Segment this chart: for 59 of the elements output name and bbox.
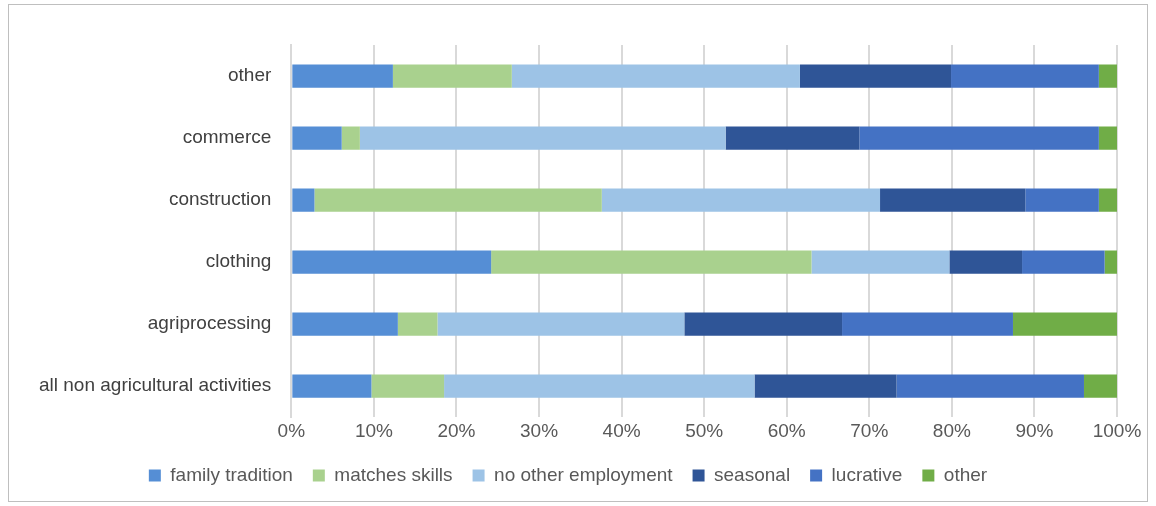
bar xyxy=(880,188,1026,212)
bar xyxy=(397,312,438,336)
bar xyxy=(799,64,952,88)
bar xyxy=(292,312,398,336)
y-tick-label: agriprocessing xyxy=(147,312,272,334)
bar xyxy=(444,374,755,398)
x-tick-label: 0% xyxy=(277,419,306,441)
x-tick-label: 40% xyxy=(602,419,641,441)
bar xyxy=(1098,126,1117,150)
bar xyxy=(314,188,602,212)
bar xyxy=(292,64,393,88)
bar xyxy=(601,188,881,212)
x-tick-label: 80% xyxy=(932,419,971,441)
bar xyxy=(292,250,492,274)
bar xyxy=(341,126,360,150)
bar xyxy=(437,312,685,336)
bar xyxy=(392,64,512,88)
x-tick-label: 20% xyxy=(437,419,476,441)
bar xyxy=(859,126,1099,150)
bar xyxy=(754,374,897,398)
legend-label: other xyxy=(943,463,988,485)
bar xyxy=(1104,250,1117,274)
legend-label: family tradition xyxy=(170,463,293,485)
bar xyxy=(491,250,812,274)
y-tick-label: clothing xyxy=(205,250,272,272)
bar xyxy=(949,250,1023,274)
bar xyxy=(951,64,1099,88)
bar xyxy=(1098,64,1117,88)
x-tick-label: 10% xyxy=(354,419,394,441)
bar xyxy=(811,250,950,274)
bar xyxy=(684,312,843,336)
x-tick-label: 90% xyxy=(1015,419,1054,441)
bar xyxy=(1012,312,1117,336)
bar xyxy=(1025,188,1099,212)
bar xyxy=(359,126,726,150)
bar xyxy=(292,126,342,150)
bar xyxy=(511,64,800,88)
x-tick-label: 50% xyxy=(685,419,724,441)
bar xyxy=(842,312,1013,336)
bar xyxy=(292,374,372,398)
bar xyxy=(725,126,860,150)
bar xyxy=(1083,374,1117,398)
y-tick-label: all non agricultural activities xyxy=(38,374,272,396)
x-tick-label: 70% xyxy=(850,419,889,441)
legend-label: seasonal xyxy=(714,463,791,485)
bar xyxy=(896,374,1084,398)
bar xyxy=(371,374,445,398)
x-tick-label: 60% xyxy=(767,419,806,441)
y-tick-label: construction xyxy=(168,188,272,210)
legend-label: matches skills xyxy=(334,463,453,485)
x-tick-label: 100% xyxy=(1092,419,1142,441)
y-tick-label: other xyxy=(228,64,272,86)
y-tick-label: commerce xyxy=(182,126,272,148)
bar xyxy=(292,188,315,212)
bar xyxy=(1022,250,1105,274)
legend-label: lucrative xyxy=(831,463,903,485)
bar xyxy=(1098,188,1117,212)
x-tick-label: 30% xyxy=(520,419,559,441)
legend-label: no other employment xyxy=(494,463,674,485)
